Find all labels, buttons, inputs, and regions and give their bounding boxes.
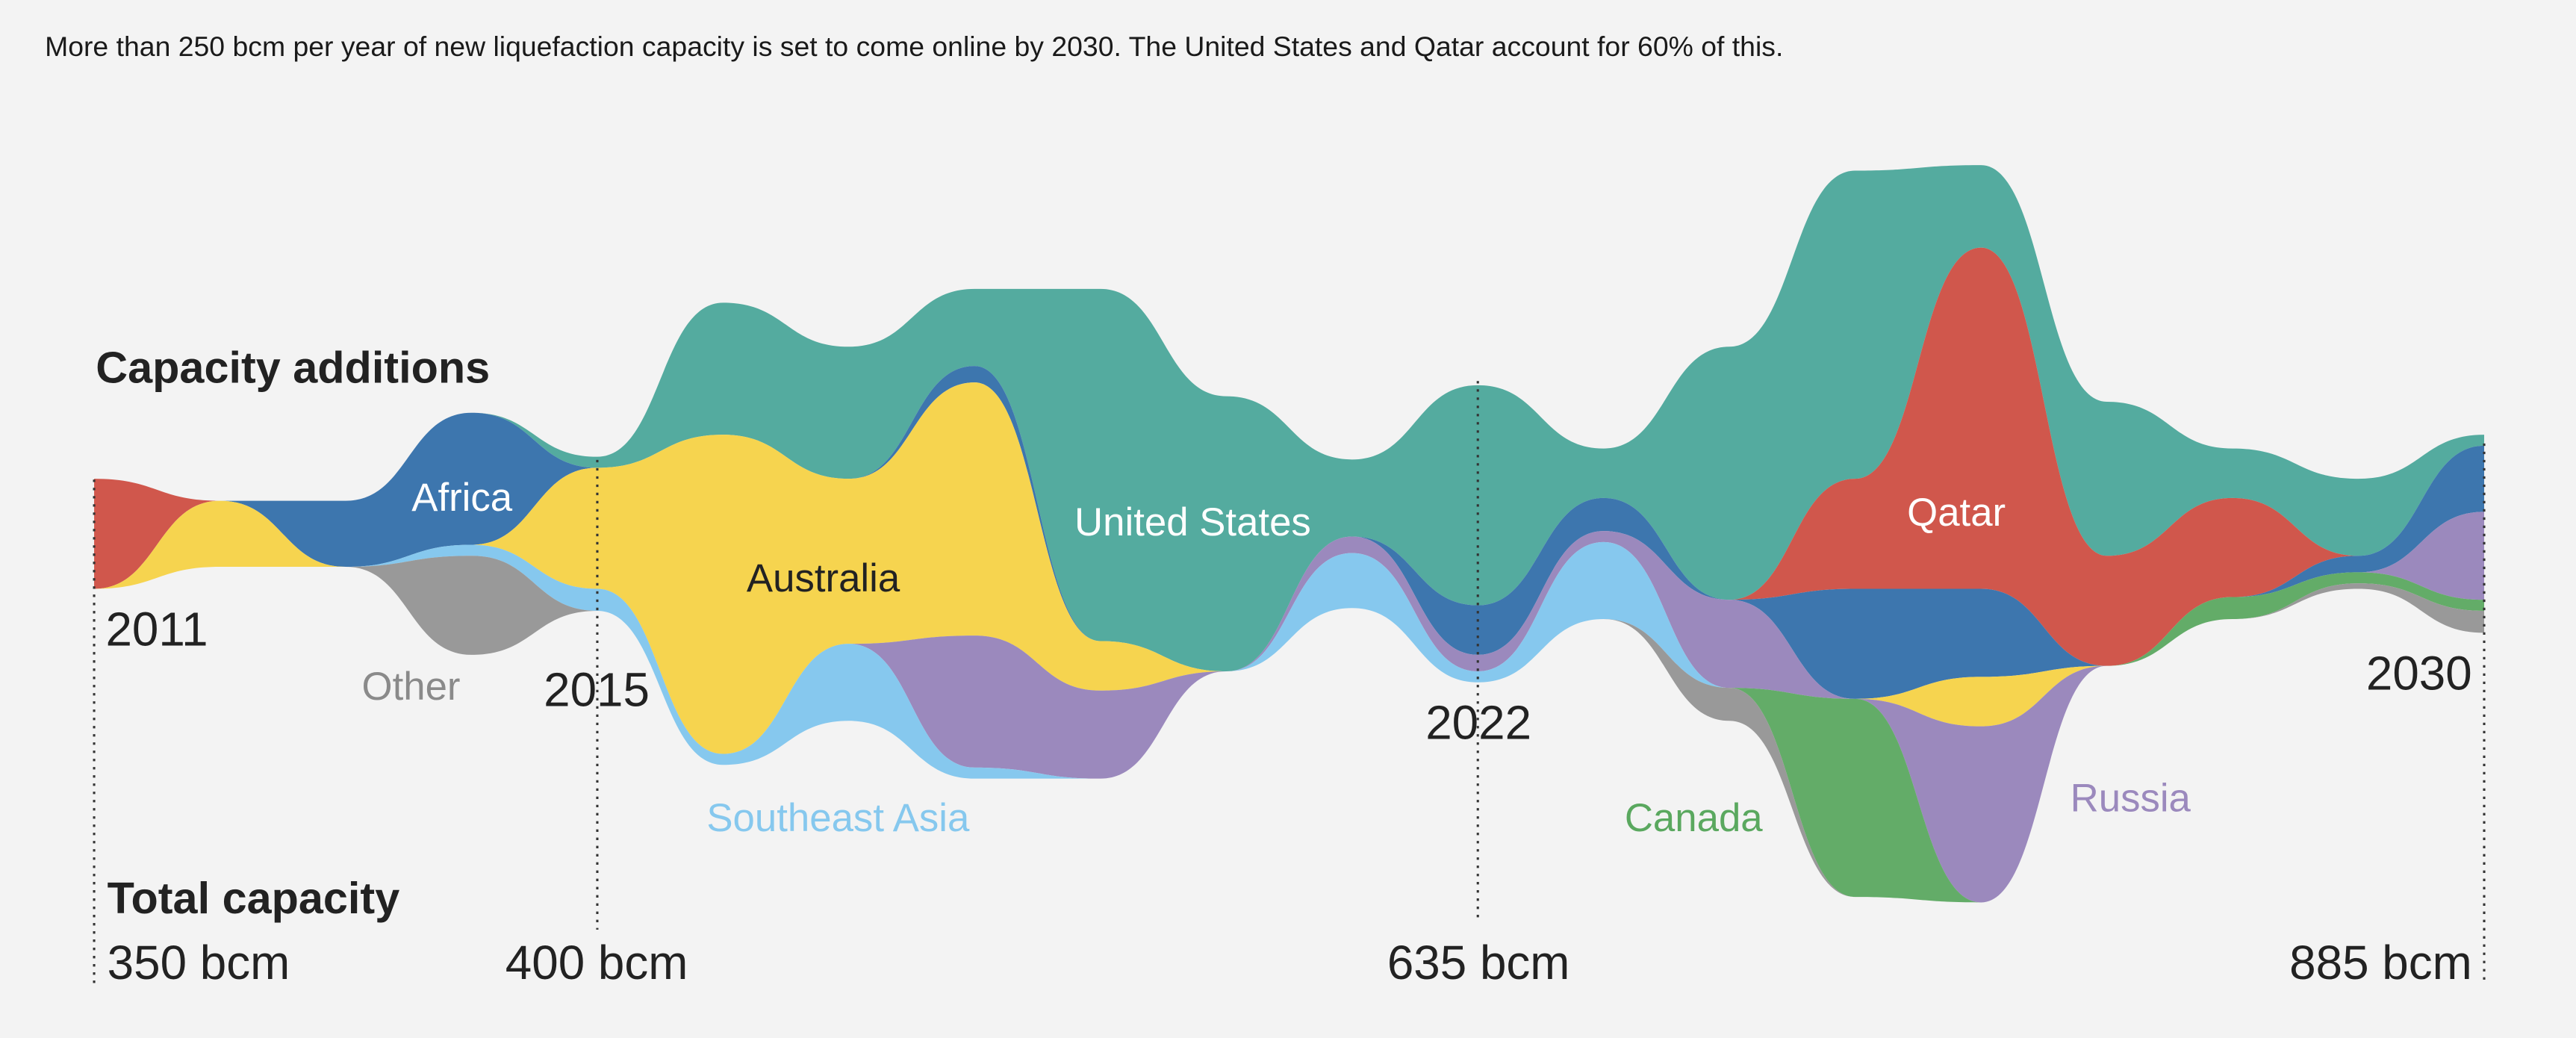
stream-layers: [94, 165, 2485, 903]
year-label: 2030: [2366, 647, 2472, 700]
series-label-qatar: Qatar: [1907, 491, 2006, 535]
year-markers: 2011 350 bcm 2015 400 bcm 2022 635 bcm 2030 885…: [93, 381, 2486, 989]
capacity-additions-heading: Capacity additions: [96, 342, 490, 392]
year-label: 2011: [105, 602, 208, 656]
series-label-russia: Russia: [2071, 776, 2191, 820]
layer-qatar: [94, 247, 2485, 671]
layer-australia: [94, 382, 2485, 754]
series-label-other: Other: [362, 665, 461, 709]
series-labels: United States Qatar Africa Australia Russia S…: [362, 476, 2191, 840]
series-label-united-states: United States: [1074, 500, 1311, 544]
layer-southeast-asia: [94, 541, 2485, 903]
subtitle: More than 250 bcm per year of new liquef…: [45, 31, 1783, 62]
series-label-southeast-asia: Southeast Asia: [706, 796, 970, 840]
layer-africa: [94, 366, 2485, 699]
total-capacity-label: 400 bcm: [505, 936, 688, 989]
layer-canada: [94, 556, 2485, 903]
series-label-canada: Canada: [1625, 796, 1763, 840]
total-capacity-label: 635 bcm: [1387, 936, 1570, 989]
total-capacity-heading: Total capacity: [108, 873, 400, 923]
series-label-africa: Africa: [411, 476, 513, 520]
total-capacity-label: 350 bcm: [108, 936, 290, 989]
series-label-australia: Australia: [747, 556, 900, 600]
year-label: 2015: [544, 663, 650, 717]
layer-united-states: [94, 165, 2485, 671]
year-label: 2022: [1425, 696, 1531, 750]
total-capacity-label: 885 bcm: [2289, 936, 2472, 989]
